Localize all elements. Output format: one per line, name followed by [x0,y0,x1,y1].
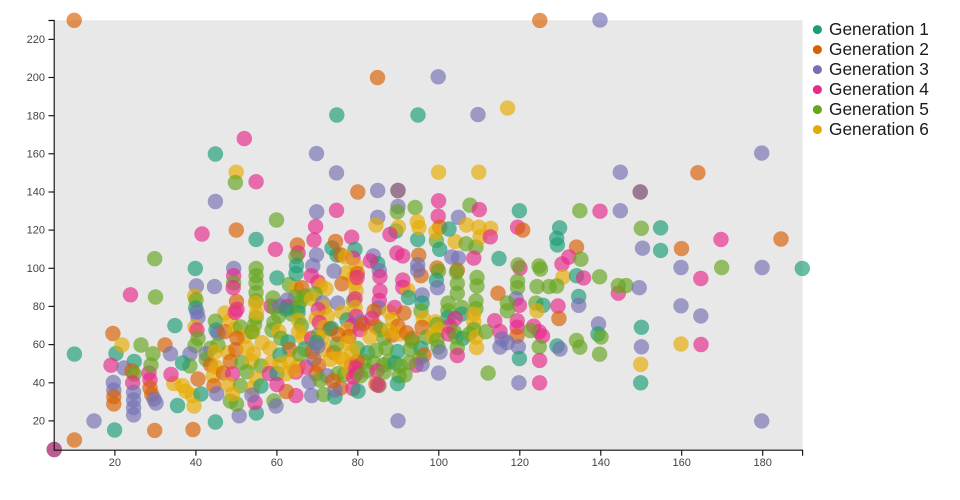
svg-text:20: 20 [33,416,45,428]
svg-text:Generation 2: Generation 2 [829,39,929,59]
svg-text:Generation 3: Generation 3 [829,59,929,79]
svg-text:160: 160 [673,457,691,469]
svg-text:120: 120 [27,225,45,237]
svg-text:80: 80 [352,457,364,469]
svg-text:Generation 5: Generation 5 [829,99,929,119]
svg-text:Generation 6: Generation 6 [829,119,929,139]
svg-text:180: 180 [754,457,772,469]
svg-text:40: 40 [190,457,202,469]
svg-text:60: 60 [271,457,283,469]
svg-text:100: 100 [430,457,448,469]
svg-text:Generation 1: Generation 1 [829,19,929,39]
svg-text:200: 200 [27,72,45,84]
svg-text:60: 60 [33,339,45,351]
svg-text:20: 20 [109,457,121,469]
svg-text:100: 100 [27,263,45,275]
svg-text:220: 220 [27,34,45,46]
svg-text:Generation 4: Generation 4 [829,79,929,99]
svg-text:40: 40 [33,377,45,389]
svg-text:160: 160 [27,148,45,160]
svg-text:80: 80 [33,301,45,313]
svg-text:120: 120 [511,457,529,469]
svg-text:140: 140 [592,457,610,469]
svg-text:180: 180 [27,110,45,122]
svg-text:140: 140 [27,187,45,199]
